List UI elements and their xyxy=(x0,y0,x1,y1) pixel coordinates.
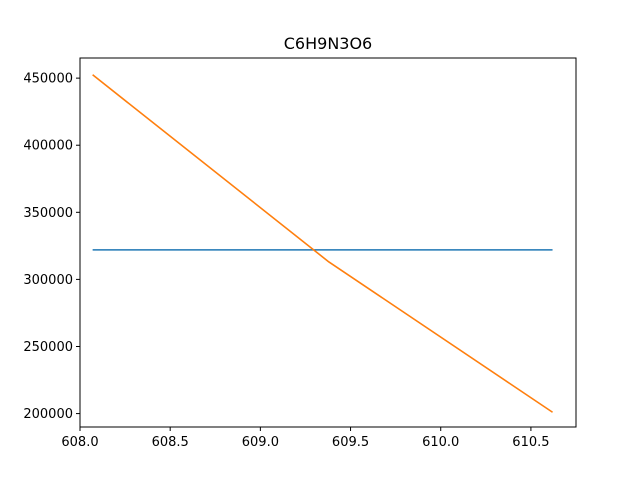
y-axis: 200000 250000 300000 350000 400000 450000 xyxy=(23,72,80,422)
y-tick-label: 300000 xyxy=(23,273,73,288)
x-axis: 608.0 608.5 609.0 609.5 610.0 610.5 xyxy=(61,427,550,450)
plot-area-series xyxy=(92,74,553,413)
x-tick-label: 610.5 xyxy=(512,435,549,450)
x-tick-label: 608.5 xyxy=(152,435,189,450)
x-tick-label: 608.0 xyxy=(61,435,98,450)
plot-frame xyxy=(79,57,577,428)
x-tick-label: 610.0 xyxy=(422,435,459,450)
chart-title: C6H9N3O6 xyxy=(284,34,372,53)
y-tick-label: 350000 xyxy=(23,206,73,221)
y-tick-label: 450000 xyxy=(23,72,73,87)
x-tick-label: 609.5 xyxy=(332,435,369,450)
y-tick-label: 200000 xyxy=(23,407,73,422)
y-tick-label: 400000 xyxy=(23,139,73,154)
y-tick-label: 250000 xyxy=(23,340,73,355)
series-line-2 xyxy=(92,74,553,413)
x-tick-label: 609.0 xyxy=(242,435,279,450)
